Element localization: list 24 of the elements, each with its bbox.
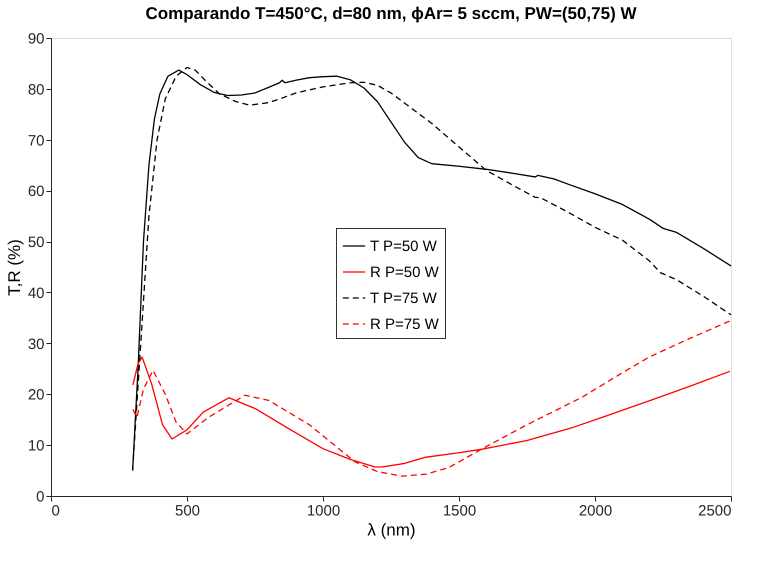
x-axis-title: λ (nm) (367, 520, 416, 540)
legend-label: T P=75 W (370, 290, 438, 307)
y-tick-label: 60 (28, 183, 44, 200)
y-tick-label: 30 (28, 336, 44, 353)
x-tick-label: 500 (174, 502, 200, 520)
x-tick-label: 1000 (306, 502, 340, 520)
chart-title: Comparando T=450°C, d=80 nm, ϕAr= 5 sccm, PW=(50,75) W (146, 4, 638, 23)
y-tick-label: 70 (28, 132, 44, 150)
x-tick-label: 2000 (578, 502, 612, 520)
y-tick-label: 90 (28, 30, 44, 48)
legend-label: T P=50 W (370, 238, 438, 255)
y-tick-label: 0 (36, 488, 44, 506)
y-tick-label: 40 (28, 284, 44, 302)
y-axis-title: T,R (%) (4, 239, 24, 296)
x-tick-label: 1500 (442, 502, 476, 520)
x-tick-label: 0 (52, 502, 60, 520)
x-tick-label: 2500 (698, 502, 732, 520)
y-tick-label: 10 (28, 438, 44, 455)
y-tick-label: 80 (28, 81, 44, 98)
legend-label: R P=75 W (370, 316, 440, 333)
y-tick-label: 50 (28, 234, 44, 252)
y-tick-label: 20 (28, 386, 44, 404)
legend-label: R P=50 W (370, 264, 440, 281)
line-series (132, 320, 731, 477)
